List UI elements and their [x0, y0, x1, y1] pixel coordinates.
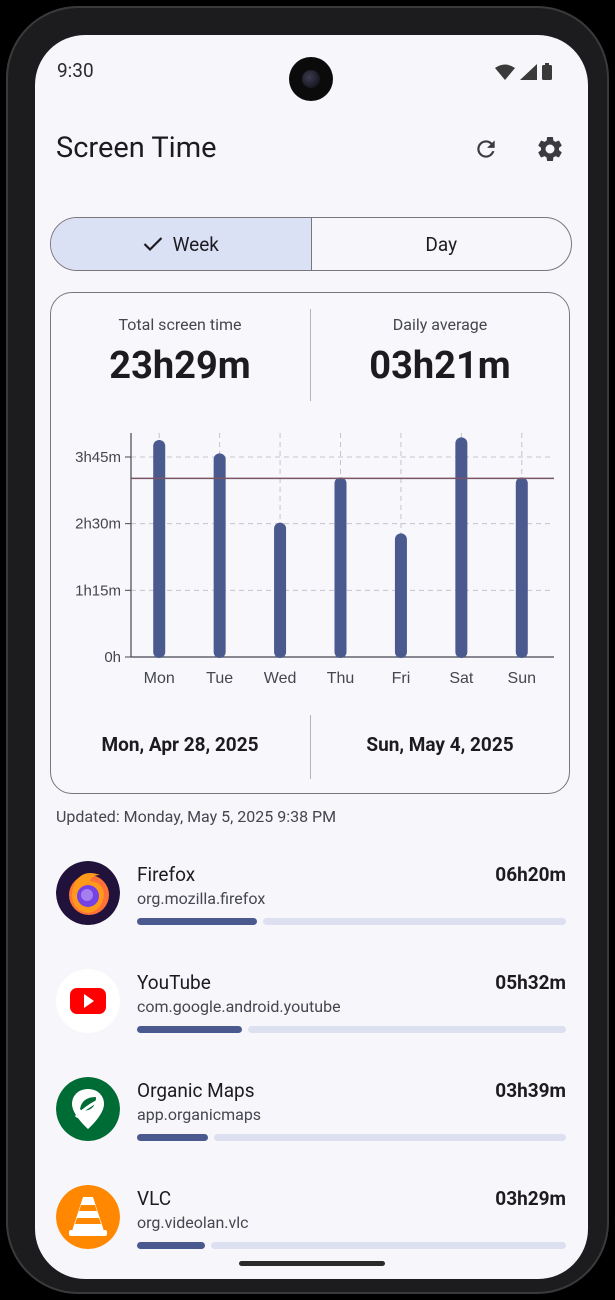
dates-divider [310, 715, 311, 779]
usage-bar-fill [137, 1134, 208, 1141]
usage-bar [137, 1026, 566, 1033]
app-package: org.mozilla.firefox [137, 889, 266, 908]
y-tick-label: 0h [104, 649, 121, 666]
home-indicator[interactable] [239, 1261, 385, 1266]
usage-bar-track [211, 1242, 566, 1249]
app-usage-time: 03h39m [495, 1079, 566, 1102]
tab-day[interactable]: Day [312, 218, 572, 270]
app-usage-time: 03h29m [495, 1187, 566, 1210]
check-icon [143, 237, 162, 252]
usage-bar-track [214, 1134, 566, 1141]
system-icons [495, 63, 552, 80]
y-tick-label: 2h30m [75, 516, 121, 533]
signal-icon [520, 63, 537, 80]
app-package: com.google.android.youtube [137, 997, 341, 1016]
app-bar: Screen Time [35, 131, 588, 191]
phone-frame: 9:30 Screen Time [6, 6, 609, 1294]
average-label: Daily average [392, 315, 488, 334]
usage-bar [137, 1134, 566, 1141]
status-time: 9:30 [57, 59, 94, 82]
x-tick-label: Fri [392, 670, 411, 687]
daily-average: Daily average 03h21m [311, 305, 569, 388]
status-bar: 9:30 [35, 35, 588, 105]
end-date: Sun, May 4, 2025 [366, 733, 514, 756]
app-package: org.videolan.vlc [137, 1213, 249, 1232]
organic-maps-icon [56, 1077, 120, 1141]
x-tick-label: Wed [264, 670, 297, 687]
app-name: Organic Maps [137, 1079, 255, 1102]
total-screen-time: Total screen time 23h29m [51, 305, 309, 388]
gear-icon [538, 136, 562, 161]
week-day-toggle: Week Day [50, 217, 572, 271]
firefox-icon [56, 861, 120, 925]
app-name: VLC [137, 1187, 172, 1210]
usage-bar-track [248, 1026, 566, 1033]
page-title: Screen Time [56, 131, 217, 165]
x-tick-label: Mon [144, 670, 175, 687]
usage-bar-fill [137, 1242, 205, 1249]
wifi-icon [495, 64, 515, 80]
app-usage-time: 06h20m [495, 863, 566, 886]
app-name: YouTube [137, 971, 211, 994]
y-tick-label: 3h45m [75, 449, 121, 466]
summary-card: Total screen time 23h29m Daily average 0… [50, 292, 570, 794]
refresh-icon [477, 140, 495, 158]
battery-icon [542, 63, 552, 80]
stats-divider [310, 309, 311, 401]
app-row-firefox[interactable]: Firefox org.mozilla.firefox 06h20m [35, 861, 588, 961]
front-camera [289, 57, 333, 101]
screen: 9:30 Screen Time [35, 35, 588, 1279]
total-value: 23h29m [109, 344, 251, 388]
average-value: 03h21m [369, 344, 511, 388]
tab-day-label: Day [425, 232, 458, 256]
usage-bar-fill [137, 1026, 242, 1033]
settings-button[interactable] [532, 131, 568, 167]
refresh-button[interactable] [468, 131, 504, 167]
y-tick-label: 1h15m [75, 582, 121, 599]
weekly-bar-chart: 0h 1h15m 2h30m 3h45m Mon Tue Wed Thu Fri Sat Sun [75, 433, 554, 687]
youtube-icon [56, 969, 120, 1033]
usage-bar [137, 918, 566, 925]
app-usage-time: 05h32m [495, 971, 566, 994]
app-row-youtube[interactable]: YouTube com.google.android.youtube 05h32… [35, 969, 588, 1069]
updated-timestamp: Updated: Monday, May 5, 2025 9:38 PM [56, 807, 337, 826]
app-row-vlc[interactable]: VLC org.videolan.vlc 03h29m [35, 1185, 588, 1279]
x-tick-label: Thu [327, 670, 355, 687]
app-row-organic-maps[interactable]: Organic Maps app.organicmaps 03h39m [35, 1077, 588, 1177]
usage-bar-fill [137, 918, 257, 925]
x-tick-label: Tue [206, 670, 233, 687]
usage-bar [137, 1242, 566, 1249]
tab-week-label: Week [172, 232, 219, 256]
app-name: Firefox [137, 863, 196, 886]
app-package: app.organicmaps [137, 1105, 262, 1124]
total-label: Total screen time [118, 315, 242, 334]
x-tick-label: Sun [508, 670, 536, 687]
x-tick-label: Sat [449, 670, 474, 687]
tab-week[interactable]: Week [51, 218, 312, 270]
start-date: Mon, Apr 28, 2025 [101, 733, 259, 756]
usage-bar-track [263, 918, 566, 925]
vlc-icon [56, 1185, 120, 1249]
